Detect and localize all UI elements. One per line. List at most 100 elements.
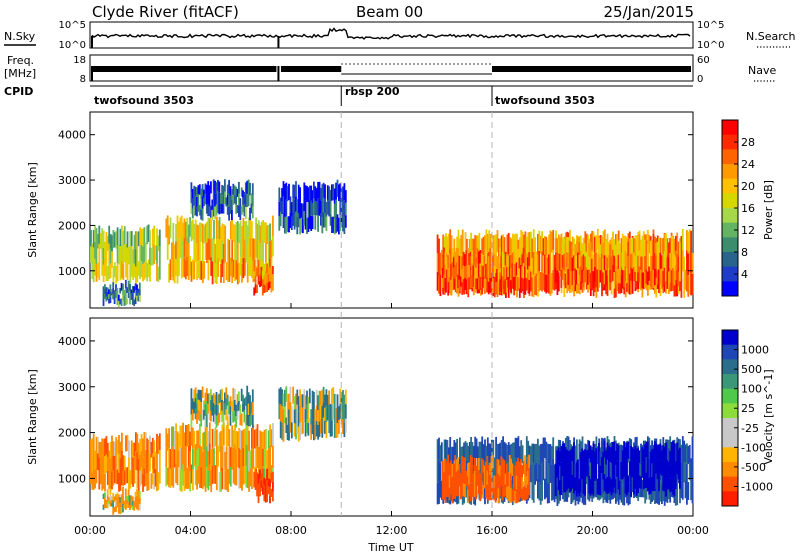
power-echo-cell bbox=[688, 250, 691, 273]
power-echo-cell bbox=[538, 230, 541, 251]
velocity-echo-cell bbox=[214, 465, 217, 484]
power-echo-cell bbox=[333, 219, 336, 235]
velocity-echo-cell bbox=[342, 390, 344, 405]
power-echo-cell bbox=[575, 255, 578, 270]
velocity-echo-cell bbox=[326, 407, 329, 421]
power-echo-cell bbox=[214, 263, 217, 284]
velocity-echo-cell bbox=[656, 462, 659, 480]
velocity-echo-cell bbox=[486, 456, 489, 471]
power-echo-cell bbox=[600, 236, 603, 254]
velocity-echo-cell bbox=[525, 487, 528, 500]
velocity-echo-cell bbox=[212, 412, 215, 422]
velocity-echo-cell bbox=[108, 450, 111, 470]
power-echo-cell bbox=[653, 237, 656, 254]
power-echo-cell bbox=[596, 252, 599, 270]
velocity-echo-cell bbox=[587, 439, 589, 460]
velocity-echo-cell bbox=[175, 423, 177, 444]
velocity-echo-cell bbox=[122, 495, 124, 504]
velocity-echo-cell bbox=[311, 405, 314, 420]
velocity-echo-cell bbox=[203, 431, 206, 450]
velocity-colorbar-cell bbox=[722, 359, 738, 375]
velocity-echo-cell bbox=[137, 491, 140, 498]
power-echo-cell bbox=[151, 228, 154, 247]
velocity-echo-cell bbox=[464, 470, 466, 484]
velocity-echo-cell bbox=[591, 464, 593, 480]
power-echo-cell bbox=[659, 276, 662, 296]
velocity-echo-cell bbox=[443, 472, 445, 487]
velocity-echo-cell bbox=[591, 479, 593, 494]
power-echo-cell bbox=[690, 252, 692, 274]
power-echo-cell bbox=[670, 253, 673, 271]
power-echo-cell bbox=[489, 278, 491, 293]
velocity-echo-cell bbox=[453, 440, 456, 461]
velocity-ytick-label: 3000 bbox=[58, 381, 86, 394]
velocity-echo-cell bbox=[229, 415, 232, 426]
power-echo-cell bbox=[263, 275, 266, 285]
power-echo-cell bbox=[251, 221, 253, 240]
velocity-echo-cell bbox=[321, 389, 324, 406]
velocity-echo-cell bbox=[566, 479, 569, 502]
velocity-echo-cell bbox=[506, 463, 508, 476]
velocity-echo-cell bbox=[526, 470, 529, 485]
velocity-echo-cell bbox=[691, 436, 694, 459]
power-echo-cell bbox=[204, 223, 207, 242]
velocity-echo-cell bbox=[279, 387, 282, 405]
velocity-echo-cell bbox=[645, 472, 648, 488]
power-echo-cell bbox=[322, 212, 325, 228]
power-echo-cell bbox=[623, 270, 625, 288]
velocity-echo-cell bbox=[260, 451, 263, 472]
velocity-echo-cell bbox=[588, 440, 591, 459]
velocity-echo-cell bbox=[649, 484, 652, 504]
power-echo-cell bbox=[637, 239, 639, 256]
velocity-echo-cell bbox=[517, 472, 519, 488]
power-echo-cell bbox=[290, 202, 293, 217]
power-echo-cell bbox=[624, 235, 627, 251]
velocity-echo-cell bbox=[135, 451, 137, 470]
velocity-echo-cell bbox=[128, 474, 130, 491]
velocity-echo-cell bbox=[328, 404, 331, 419]
power-echo-cell bbox=[507, 277, 510, 288]
power-echo-cell bbox=[450, 279, 452, 296]
power-echo-cell bbox=[92, 247, 95, 265]
velocity-echo-cell bbox=[559, 451, 561, 466]
velocity-echo-cell bbox=[577, 476, 579, 494]
velocity-echo-cell bbox=[282, 425, 285, 442]
velocity-echo-cell bbox=[190, 426, 193, 446]
power-echo-cell bbox=[336, 179, 339, 197]
velocity-echo-cell bbox=[503, 484, 505, 497]
velocity-echo-cell bbox=[666, 439, 669, 461]
power-echo-cell bbox=[194, 196, 197, 206]
power-echo-cell bbox=[448, 277, 451, 289]
velocity-echo-cell bbox=[211, 465, 214, 485]
power-echo-cell bbox=[253, 287, 256, 296]
power-echo-cell bbox=[91, 243, 94, 262]
power-echo-cell bbox=[509, 237, 511, 255]
velocity-echo-cell bbox=[140, 450, 143, 468]
power-echo-cell bbox=[215, 261, 218, 284]
velocity-echo-cell bbox=[119, 441, 122, 459]
power-echo-cell bbox=[339, 215, 342, 232]
velocity-echo-cell bbox=[210, 410, 212, 422]
velocity-echo-cell bbox=[279, 421, 282, 439]
velocity-echo-cell bbox=[263, 429, 266, 450]
velocity-echo-cell bbox=[617, 459, 620, 475]
velocity-echo-cell bbox=[317, 410, 319, 425]
power-echo-cell bbox=[102, 230, 105, 248]
power-echo-cell bbox=[200, 260, 203, 280]
velocity-echo-cell bbox=[325, 405, 328, 422]
velocity-echo-cell bbox=[180, 425, 183, 448]
power-echo-cell bbox=[571, 271, 574, 285]
velocity-echo-cell bbox=[602, 465, 605, 480]
velocity-echo-cell bbox=[336, 423, 339, 438]
power-echo-cell bbox=[238, 263, 241, 283]
power-echo-cell bbox=[173, 263, 176, 284]
velocity-echo-cell bbox=[447, 483, 450, 498]
power-echo-cell bbox=[137, 288, 140, 293]
power-echo-cell bbox=[224, 179, 226, 192]
power-echo-cell bbox=[469, 256, 472, 267]
power-echo-cell bbox=[514, 233, 517, 253]
power-echo-cell bbox=[485, 249, 487, 264]
power-echo-cell bbox=[542, 272, 545, 291]
power-echo-cell bbox=[102, 264, 105, 282]
velocity-echo-cell bbox=[564, 477, 567, 493]
